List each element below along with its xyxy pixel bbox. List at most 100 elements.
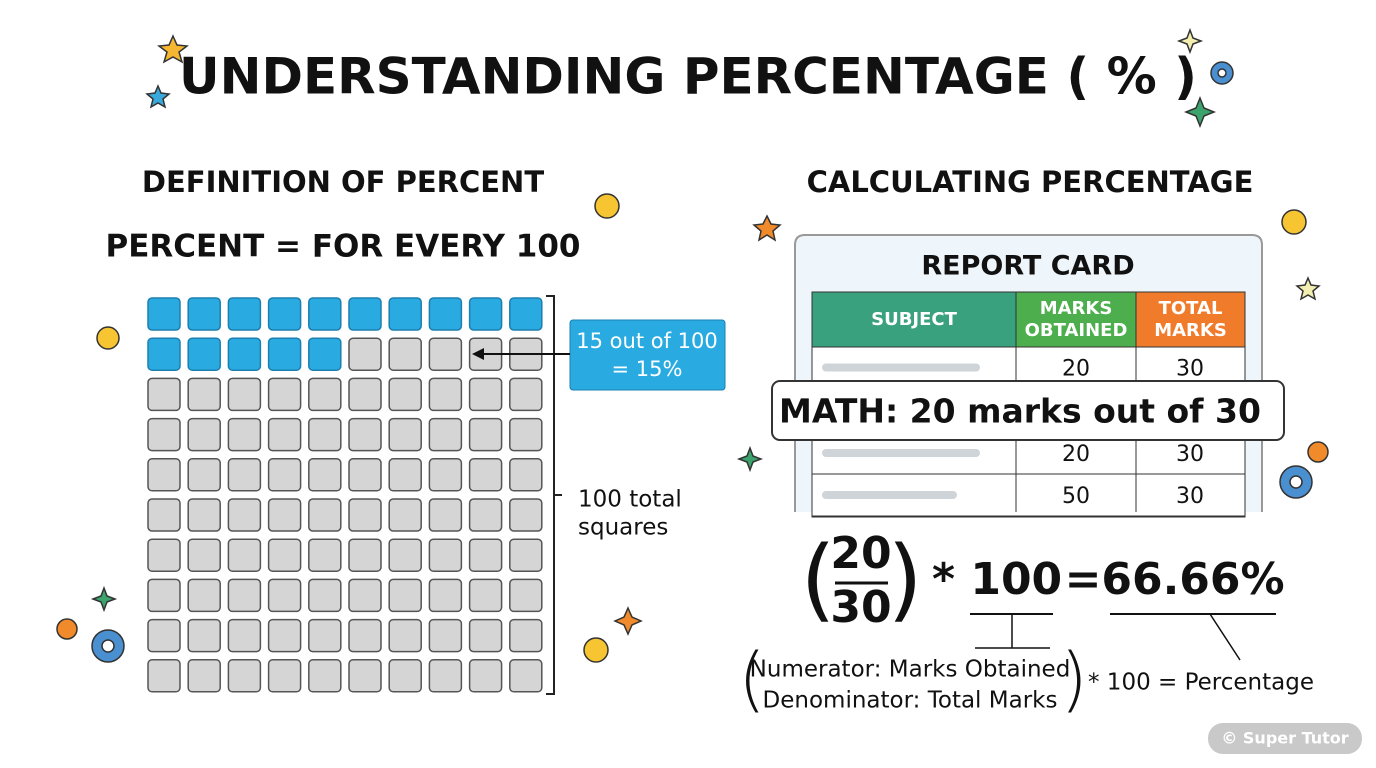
grid-square (428, 659, 463, 693)
grid-square (348, 498, 382, 532)
arrow-head (472, 348, 484, 360)
brace-label: 100 total (578, 487, 682, 513)
grid-square (388, 618, 422, 653)
grid-square (428, 417, 463, 452)
total-marks: 30 (1176, 484, 1204, 509)
grid-square (147, 618, 181, 653)
result: 66.66% (1101, 554, 1284, 605)
bulb (96, 326, 120, 350)
grid-square (388, 297, 422, 331)
section-heading: DEFINITION OF PERCENT (142, 165, 544, 199)
callout-text: 15 out of 100 (576, 329, 717, 353)
grid-square (267, 337, 302, 371)
grid-square (308, 297, 342, 331)
grid-square (227, 498, 262, 532)
grid-square (388, 458, 422, 492)
sparkle (1176, 27, 1204, 55)
star (157, 34, 189, 64)
brace (546, 295, 562, 695)
grid-square (267, 458, 302, 492)
marks-obtained: 20 (1062, 357, 1090, 382)
header-text: SUBJECT (871, 309, 958, 330)
bulb (583, 637, 609, 663)
subject-placeholder (822, 449, 980, 457)
header-text: TOTAL MARKS (1154, 298, 1227, 341)
grid-square (227, 337, 262, 371)
grid-square (468, 377, 503, 412)
paren: ( (738, 638, 765, 720)
grid-square (308, 377, 342, 412)
watermark: © Super Tutor (1221, 729, 1348, 748)
grid-square (147, 377, 181, 412)
grid-square (227, 377, 262, 412)
grid-square (227, 417, 262, 452)
total-marks: 30 (1176, 357, 1204, 382)
banner (771, 380, 1285, 441)
grid-square (348, 297, 382, 331)
grid-square (509, 297, 543, 331)
paren: ) (887, 527, 922, 632)
grid-square (509, 377, 543, 412)
grid-square (348, 417, 382, 452)
grid-square (428, 618, 463, 653)
title: UNDERSTANDING PERCENTAGE ( % ) (179, 48, 1197, 106)
grid-square (147, 458, 181, 492)
grid-square (509, 578, 543, 613)
numerator: 20 (830, 528, 891, 579)
equals: = (1065, 554, 1102, 605)
grid-square (187, 498, 221, 532)
report-card-title: REPORT CARD (921, 251, 1134, 282)
paren: ( (800, 527, 835, 632)
grid-square (468, 618, 503, 653)
marks-obtained: 20 (1062, 442, 1090, 467)
subject-placeholder (822, 363, 980, 372)
gear-hole (101, 639, 115, 653)
grid-square (147, 538, 181, 572)
section-subheading: PERCENT = FOR EVERY 100 (105, 229, 580, 265)
sparkle (736, 445, 764, 473)
hundred-grid (147, 297, 543, 693)
grid-square (187, 618, 221, 653)
grid-square (267, 538, 302, 572)
watermark-pill (1208, 723, 1362, 754)
grid-square (468, 578, 503, 613)
grid-square (348, 337, 382, 371)
subject-placeholder (822, 491, 957, 499)
explanation-suffix: * 100 = Percentage (1088, 670, 1314, 696)
grid-square (227, 578, 262, 613)
grid-square (509, 538, 543, 572)
grid-square (348, 578, 382, 613)
grid-square (348, 618, 382, 653)
grid-square (468, 498, 503, 532)
grid-square (428, 377, 463, 412)
brace-label: squares (578, 515, 668, 541)
grid-square (308, 538, 342, 572)
grid-square (187, 417, 221, 452)
grid-square (308, 458, 342, 492)
grid-square (428, 297, 463, 331)
grid-square (187, 297, 221, 331)
grid-square (147, 578, 181, 613)
decorations (56, 27, 1329, 663)
gear-hole (1217, 68, 1227, 78)
grid-square (348, 377, 382, 412)
gear (56, 618, 78, 640)
header-cell (1015, 291, 1137, 348)
grid-square (388, 578, 422, 613)
grid-square (468, 417, 503, 452)
grid-square (428, 578, 463, 613)
grid-square (308, 417, 342, 452)
grid-square (187, 659, 221, 693)
grid-square (267, 377, 302, 412)
grid-square (468, 458, 503, 492)
section-heading: CALCULATING PERCENTAGE (807, 165, 1254, 199)
callout-text: = 15% (612, 357, 683, 381)
explanation: Denominator: Total Marks (763, 688, 1058, 714)
grid-square (388, 417, 422, 452)
grid-square (267, 417, 302, 452)
grid-square (227, 458, 262, 492)
grid-square (308, 578, 342, 613)
grid-square (509, 498, 543, 532)
grid-square (509, 618, 543, 653)
